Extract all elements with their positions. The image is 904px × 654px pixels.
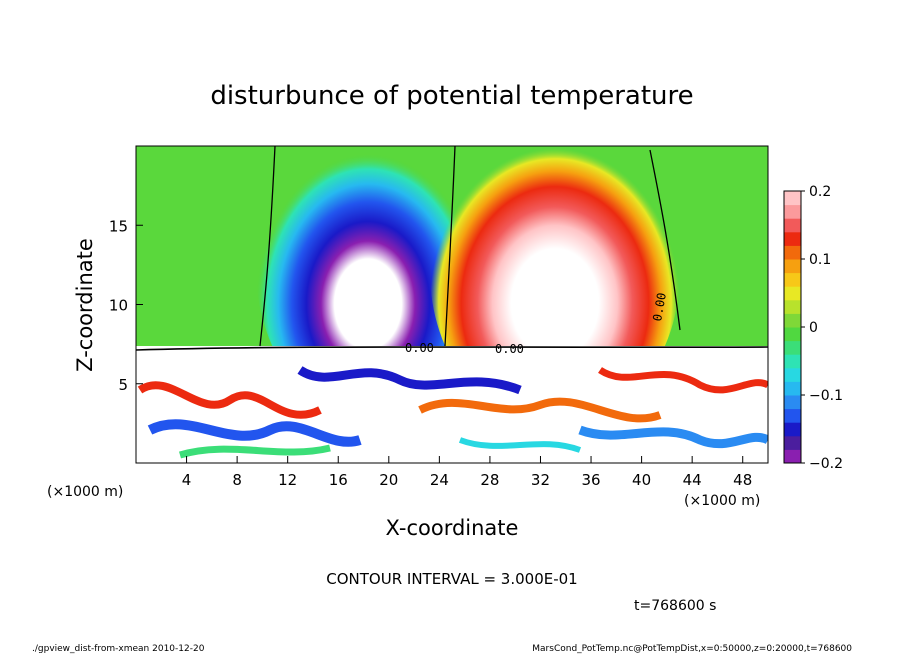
x-tick-label: 44 xyxy=(683,471,702,489)
x-tick-label: 28 xyxy=(480,471,499,489)
footer-right: MarsCond_PotTemp.nc@PotTempDist,x=0:5000… xyxy=(532,644,852,654)
contour-line xyxy=(136,346,768,351)
y-tick-label: 10 xyxy=(109,297,128,315)
colorbar-band xyxy=(784,449,801,464)
contour-line xyxy=(649,149,681,331)
colorbar-ticks: 0.2 0.1 0 −0.1 −0.2 xyxy=(801,184,843,472)
y-axis-label: Z-coordinate xyxy=(73,238,97,372)
contour-label: 0.00 xyxy=(495,342,524,356)
x-tick-label: 12 xyxy=(278,471,297,489)
boundary-layer-streak xyxy=(147,419,362,447)
x-unit-left: (×1000 m) xyxy=(47,484,123,500)
boundary-layer-streak xyxy=(137,381,322,419)
colorbar-band xyxy=(784,408,801,423)
x-axis-ticks: 4 8 12 16 20 24 28 32 36 40 44 48 xyxy=(182,456,752,489)
boundary-layer-streak xyxy=(598,366,768,394)
x-axis-label: X-coordinate xyxy=(386,516,519,540)
x-tick-label: 24 xyxy=(430,471,449,489)
time-note: t=768600 s xyxy=(634,598,716,614)
boundary-layer-streak xyxy=(578,425,768,449)
colorbar-band xyxy=(784,367,801,382)
boundary-layer-streak xyxy=(297,366,522,395)
colorbar-tick-label: −0.1 xyxy=(809,388,843,404)
x-tick-label: 4 xyxy=(182,471,192,489)
colorbar xyxy=(784,191,801,464)
colorbar-tick-label: 0.1 xyxy=(809,252,831,268)
colorbar-band xyxy=(784,218,801,233)
contour-label: 0.00 xyxy=(650,292,669,323)
x-tick-label: 20 xyxy=(379,471,398,489)
colorbar-band xyxy=(784,327,801,342)
colorbar-band xyxy=(784,231,801,246)
colorbar-band xyxy=(784,204,801,219)
colorbar-band xyxy=(784,191,801,206)
contour-line xyxy=(444,146,456,347)
contour-line xyxy=(259,146,276,347)
colorbar-tick-label: 0.2 xyxy=(809,184,831,200)
x-unit-right: (×1000 m) xyxy=(684,493,760,509)
colorbar-band xyxy=(784,272,801,287)
boundary-layer-streak xyxy=(458,437,582,453)
contour-label: 0.00 xyxy=(405,341,434,355)
contour-interval-note: CONTOUR INTERVAL = 3.000E-01 xyxy=(326,570,577,588)
colorbar-band xyxy=(784,245,801,260)
colorbar-band xyxy=(784,435,801,450)
colorbar-band xyxy=(784,259,801,274)
colorbar-band xyxy=(784,381,801,396)
boundary-layer-streak xyxy=(178,444,331,459)
x-tick-label: 32 xyxy=(531,471,550,489)
colorbar-band xyxy=(784,422,801,437)
heatmap-field xyxy=(136,146,768,463)
footer-left: ./gpview_dist-from-xmean 2010-12-20 xyxy=(32,644,205,654)
colorbar-band xyxy=(784,299,801,314)
y-tick-label: 15 xyxy=(109,217,128,235)
y-tick-label: 5 xyxy=(118,376,128,394)
x-tick-label: 36 xyxy=(581,471,600,489)
x-tick-label: 16 xyxy=(329,471,348,489)
colorbar-band xyxy=(784,313,801,328)
colorbar-band xyxy=(784,395,801,410)
colorbar-band xyxy=(784,286,801,301)
x-tick-label: 40 xyxy=(632,471,651,489)
colorbar-band xyxy=(784,354,801,369)
colorbar-tick-label: −0.2 xyxy=(809,456,843,472)
colorbar-tick-label: 0 xyxy=(809,320,818,336)
x-tick-label: 48 xyxy=(733,471,752,489)
x-tick-label: 8 xyxy=(232,471,242,489)
chart-title: disturbunce of potential temperature xyxy=(210,81,693,111)
colorbar-band xyxy=(784,340,801,355)
boundary-layer-streak xyxy=(418,397,662,423)
y-axis-ticks: 5 10 15 xyxy=(109,217,143,394)
